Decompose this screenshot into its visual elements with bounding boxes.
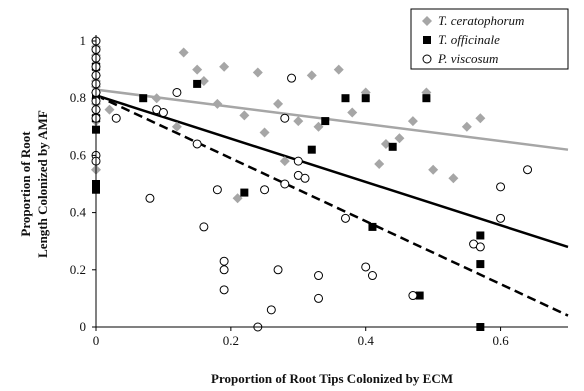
data-point <box>219 61 230 72</box>
legend-marker <box>422 54 432 64</box>
data-point <box>428 164 439 175</box>
data-point <box>111 113 121 123</box>
data-point <box>232 193 243 204</box>
data-point <box>476 231 485 240</box>
x-axis-label: Proportion of Root Tips Colonized by ECM <box>211 371 453 386</box>
data-point <box>219 256 229 266</box>
data-point <box>151 93 162 104</box>
data-point <box>139 94 148 103</box>
data-point <box>380 138 391 149</box>
data-point <box>172 87 182 97</box>
data-point <box>199 222 209 232</box>
data-point <box>341 94 350 103</box>
data-point <box>361 94 370 103</box>
trendlines <box>95 88 569 317</box>
data-point <box>240 188 249 197</box>
data-point <box>523 165 533 175</box>
data-point <box>361 262 371 272</box>
data-point <box>266 305 276 315</box>
x-tick-label: 0.2 <box>223 333 239 348</box>
data-point <box>273 98 284 109</box>
trendline <box>95 88 569 151</box>
data-point <box>394 133 405 144</box>
data-point <box>321 117 330 126</box>
data-point <box>422 94 431 103</box>
data-point <box>388 142 397 151</box>
x-tick-label: 0.6 <box>492 333 509 348</box>
data-point <box>306 70 317 81</box>
data-point <box>408 291 418 301</box>
data-point <box>374 158 385 169</box>
axes <box>95 35 568 328</box>
data-point <box>293 156 303 166</box>
data-point <box>313 121 324 132</box>
data-point <box>415 291 424 300</box>
legend-box <box>410 8 569 70</box>
data-point <box>193 79 202 88</box>
y-tick-label: 0.6 <box>70 147 87 162</box>
data-point <box>280 113 290 123</box>
y-tick-label: 0.8 <box>70 90 86 105</box>
legend-marker <box>423 36 431 44</box>
data-point <box>496 182 506 192</box>
data-point <box>367 271 377 281</box>
data-point <box>300 173 310 183</box>
data-points <box>91 36 533 332</box>
data-point <box>171 121 182 132</box>
data-point <box>212 185 222 195</box>
data-point <box>476 260 485 269</box>
x-tick-label: 0.4 <box>358 333 375 348</box>
data-point <box>287 73 297 83</box>
data-point <box>407 116 418 127</box>
y-tick-label: 0.4 <box>70 205 87 220</box>
data-point <box>368 222 377 231</box>
y-tick-label: 0.2 <box>70 262 86 277</box>
trendline <box>95 94 569 317</box>
data-point <box>145 193 155 203</box>
data-point <box>259 127 270 138</box>
data-point <box>340 213 350 223</box>
y-tick-label: 0 <box>80 319 87 334</box>
data-point <box>219 285 229 295</box>
data-point <box>314 271 324 281</box>
data-point <box>260 185 270 195</box>
data-point <box>314 293 324 303</box>
data-point <box>158 108 168 117</box>
legend-label: P. viscosum <box>437 51 498 66</box>
data-point <box>252 67 263 78</box>
data-point <box>347 107 358 118</box>
legend-marker <box>422 16 432 26</box>
data-point <box>475 113 486 124</box>
legend-label: T. ceratophorum <box>438 13 524 28</box>
data-point <box>239 110 250 121</box>
data-point <box>198 76 209 87</box>
legend-label: T. officinale <box>438 32 500 47</box>
y-axis-label-line: Proportion of Root <box>18 131 33 237</box>
x-tick-label: 0 <box>93 333 100 348</box>
data-point <box>496 213 506 223</box>
data-point <box>475 242 485 252</box>
y-axis-label: Proportion of Root Length Colonized by AM… <box>18 110 50 258</box>
tick-labels: 0 0.2 0.4 0.6 0 0.2 0.4 0.6 0.8 1 <box>70 33 509 348</box>
data-point <box>104 104 115 115</box>
data-point <box>448 173 459 184</box>
data-point <box>273 265 283 275</box>
data-point <box>219 265 229 275</box>
data-point <box>192 139 202 149</box>
y-tick-label: 1 <box>80 33 87 48</box>
data-point <box>280 179 290 189</box>
data-point <box>279 156 290 167</box>
trendline <box>95 94 569 249</box>
data-point <box>307 145 316 154</box>
data-point <box>192 64 203 75</box>
legend: T. ceratophorum T. officinale P. viscosum <box>410 8 569 70</box>
data-point <box>333 64 344 75</box>
data-point <box>293 116 304 127</box>
y-axis-label-line: Length Colonized by AMF <box>35 110 50 258</box>
data-point <box>461 121 472 132</box>
data-point <box>178 47 189 58</box>
data-point <box>212 98 223 109</box>
